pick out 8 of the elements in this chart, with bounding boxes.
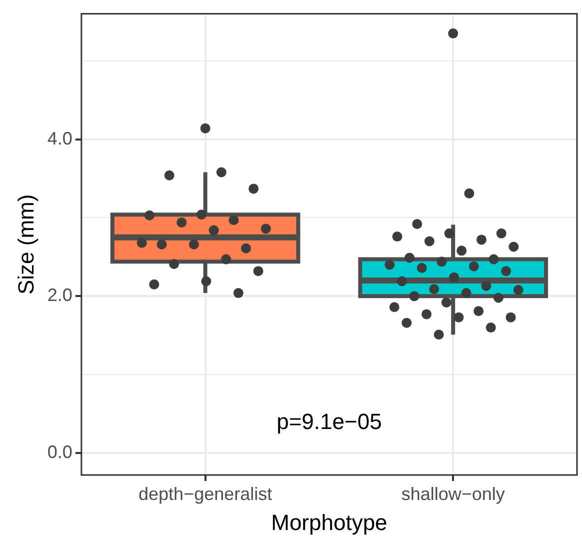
y-tick-label: 2.0 bbox=[47, 285, 72, 306]
x-tick-label: depth−generalist bbox=[138, 484, 272, 504]
y-tick-label: 4.0 bbox=[47, 128, 72, 148]
annotation: p=9.1e−05 bbox=[276, 409, 382, 434]
y-tick-label: 0.0 bbox=[47, 442, 72, 462]
x-axis-title: Morphotype bbox=[271, 510, 388, 535]
y-axis-title: Size (mm) bbox=[13, 194, 38, 295]
x-tick-label: shallow−only bbox=[401, 484, 505, 504]
